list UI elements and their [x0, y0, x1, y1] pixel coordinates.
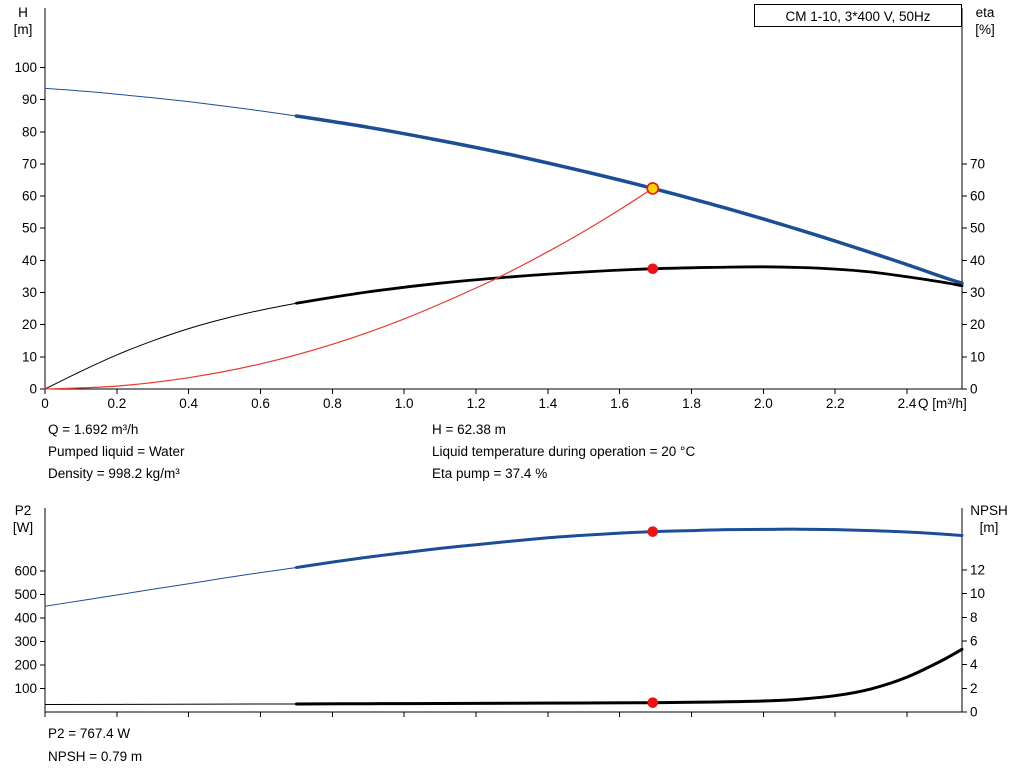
y-left-tick-label: 50 — [22, 221, 37, 236]
info-liquid-temperature: Liquid temperature during operation = 20… — [432, 444, 696, 459]
q-axis-unit-label: Q [m³/h] — [918, 396, 967, 411]
y-right-tick-label: 10 — [970, 349, 985, 364]
eta-axis-symbol: eta — [975, 5, 995, 20]
y-right-tick-label: 6 — [970, 634, 978, 649]
y-left-tick-label: 40 — [22, 253, 37, 268]
x-tick-label: 2.0 — [754, 396, 773, 411]
info-density: Density = 998.2 kg/m³ — [48, 466, 180, 481]
y-left-tick-label: 70 — [22, 156, 37, 171]
y-right-tick-label: 2 — [970, 681, 978, 696]
y-right-tick-label: 0 — [970, 382, 978, 397]
y-right-tick-label: 10 — [970, 586, 985, 601]
y-right-tick-label: 30 — [970, 285, 985, 300]
y-left-tick-label: 80 — [22, 124, 37, 139]
x-tick-label: 1.4 — [538, 396, 557, 411]
p2-axis-label: P2 [W] — [4, 502, 42, 536]
x-tick-label: 1.0 — [395, 396, 414, 411]
info-p2: P2 = 767.4 W — [48, 726, 131, 741]
x-tick-label: 0.2 — [107, 396, 126, 411]
x-tick-label: 0.4 — [179, 396, 198, 411]
y-left-tick-label: 500 — [14, 587, 37, 602]
y-right-tick-label: 50 — [970, 221, 985, 236]
y-left-tick-label: 100 — [14, 681, 37, 696]
x-tick-label: 2.2 — [826, 396, 845, 411]
x-tick-label: 0.6 — [251, 396, 270, 411]
npsh-axis-label: NPSH [m] — [958, 502, 1020, 536]
npsh-curve — [44, 703, 297, 705]
info-q: Q = 1.692 m³/h — [48, 422, 139, 437]
y-right-tick-label: 60 — [970, 189, 985, 204]
y-left-tick-label: 60 — [22, 189, 37, 204]
y-left-tick-label: 90 — [22, 92, 37, 107]
h-axis-symbol: H — [18, 5, 28, 20]
info-npsh: NPSH = 0.79 m — [48, 748, 143, 764]
y-right-tick-label: 70 — [970, 156, 985, 171]
y-left-tick-label: 10 — [22, 349, 37, 364]
efficiency-point[interactable] — [647, 263, 659, 275]
npsh-point[interactable] — [647, 697, 659, 708]
npsh-curve — [294, 647, 964, 706]
x-tick-label: 1.8 — [682, 396, 701, 411]
p2-axis-unit: [W] — [12, 520, 34, 535]
x-tick-label: 1.6 — [610, 396, 629, 411]
pump-type-title-box: CM 1-10, 3*400 V, 50Hz — [754, 4, 962, 27]
y-left-tick-label: 300 — [14, 634, 37, 649]
y-left-tick-label: 20 — [22, 317, 37, 332]
y-left-tick-label: 600 — [14, 563, 37, 578]
npsh-axis-unit: [m] — [979, 520, 999, 535]
p2-npsh-chart: 100 200 300 400 500 600 0 2 4 6 8 10 12 — [14, 508, 985, 720]
x-tick-label: 2.4 — [898, 396, 917, 411]
duty-info-block: Q = 1.692 m³/h H = 62.38 m Pumped liquid… — [48, 419, 695, 485]
p2-point[interactable] — [647, 526, 659, 537]
y-left-tick-label: 0 — [29, 382, 37, 397]
p2-curve — [294, 527, 964, 569]
y-right-tick-label: 0 — [970, 705, 978, 720]
y-left-tick-label: 30 — [22, 285, 37, 300]
p2-curve — [44, 567, 297, 607]
x-tick-label: 0.8 — [323, 396, 342, 411]
efficiency-curve — [44, 302, 297, 390]
x-tick-label: 0 — [41, 396, 49, 411]
system-curve — [44, 187, 654, 390]
y-right-tick-label: 8 — [970, 610, 978, 625]
h-axis-label: H [m] — [4, 4, 42, 38]
eta-axis-unit: [%] — [975, 22, 995, 37]
p2-axis-symbol: P2 — [14, 503, 32, 518]
duty-point[interactable] — [646, 182, 660, 195]
efficiency-curve — [295, 265, 964, 305]
y-left-tick-label: 200 — [14, 657, 37, 672]
y-right-tick-label: 20 — [970, 317, 985, 332]
info-eta-pump: Eta pump = 37.4 % — [432, 466, 548, 481]
qh-chart: 0 10 20 30 40 50 60 70 80 90 100 0 10 20 30 40 50 60 70 0 0.… — [14, 8, 985, 411]
eta-axis-label: eta [%] — [964, 4, 1006, 38]
x-tick-label: 1.2 — [467, 396, 486, 411]
p2-npsh-info-block: P2 = 767.4 W NPSH = 0.79 m — [48, 723, 142, 768]
pump-curve — [44, 87, 297, 117]
h-axis-unit: [m] — [13, 22, 33, 37]
y-left-tick-label: 400 — [14, 610, 37, 625]
y-left-tick-label: 100 — [14, 60, 37, 75]
info-pumped-liquid: Pumped liquid = Water — [48, 444, 185, 459]
y-right-tick-label: 4 — [970, 657, 978, 672]
y-right-tick-label: 40 — [970, 253, 985, 268]
pump-curve — [294, 114, 964, 285]
info-h: H = 62.38 m — [432, 422, 506, 437]
npsh-axis-symbol: NPSH — [970, 503, 1008, 518]
y-right-tick-label: 12 — [970, 563, 985, 578]
